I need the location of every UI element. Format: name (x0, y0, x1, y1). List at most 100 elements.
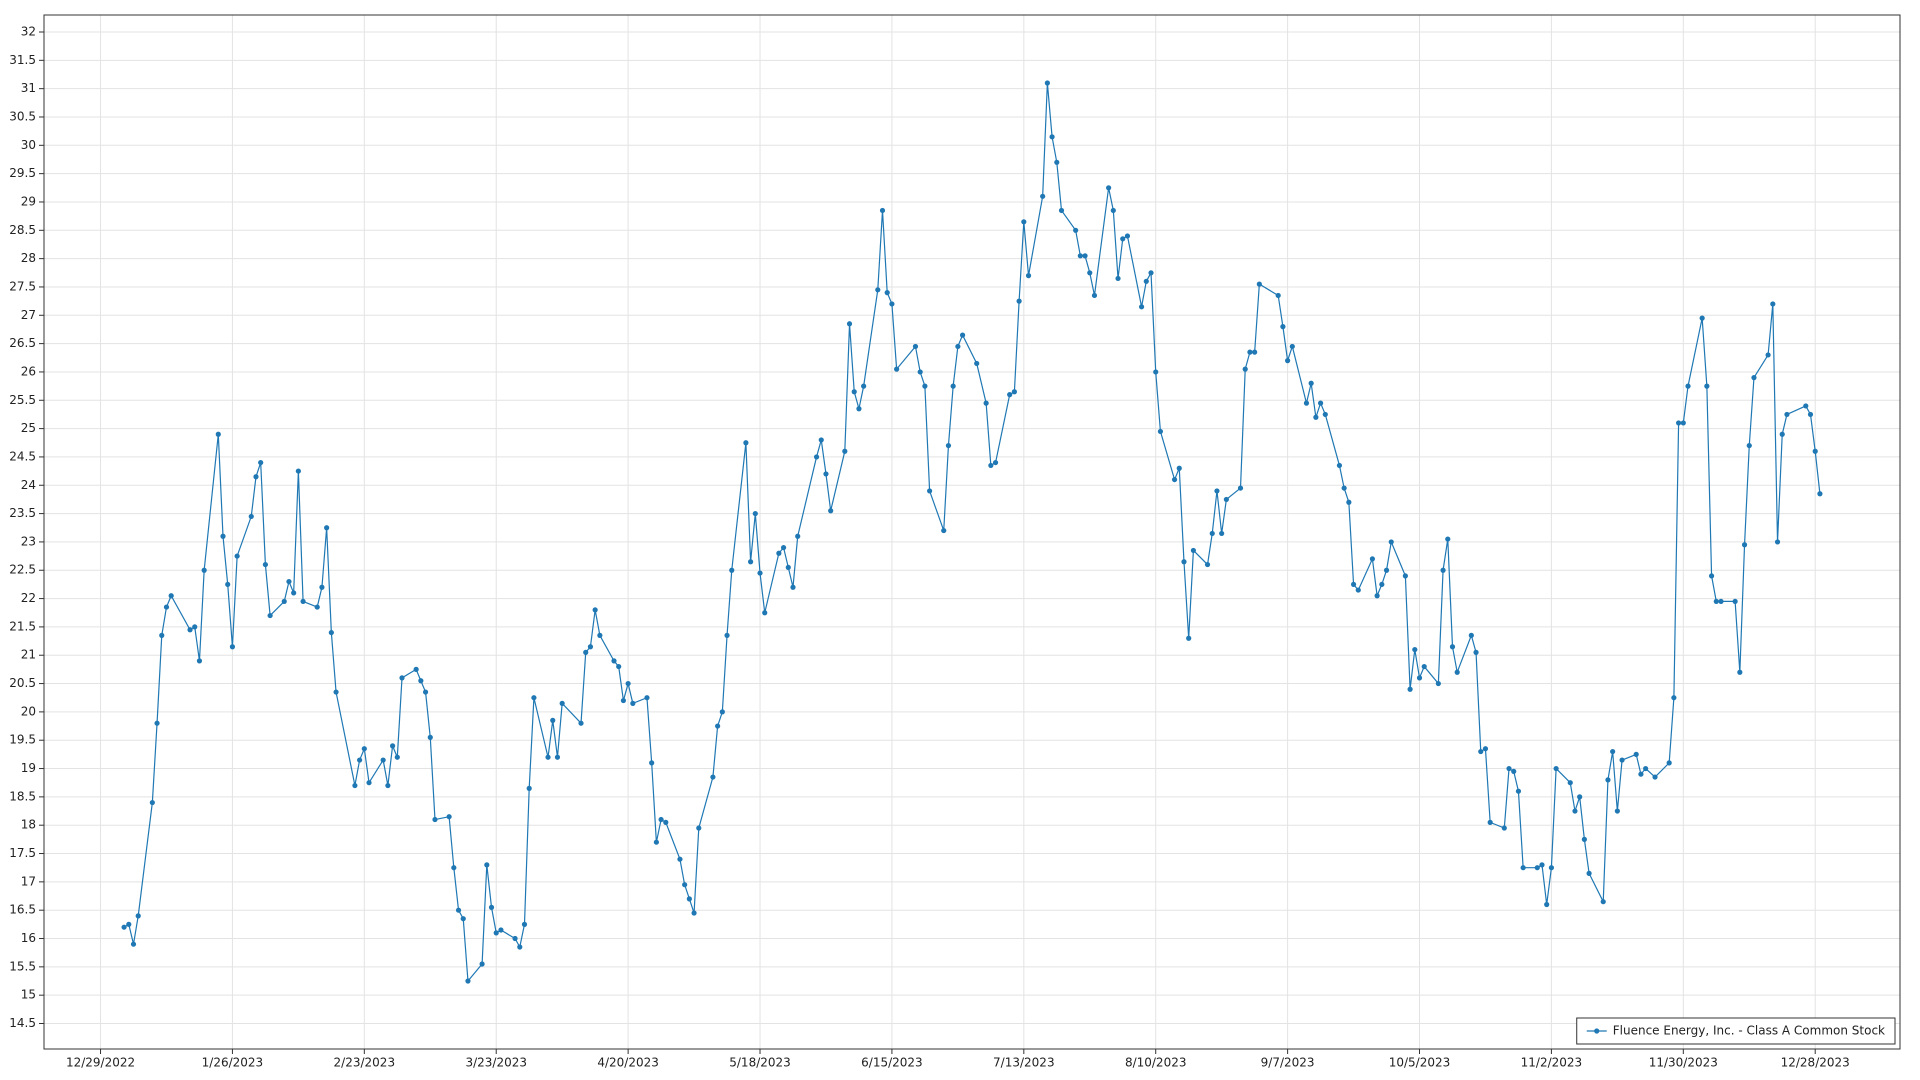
data-point (253, 474, 259, 480)
data-point (663, 819, 669, 825)
data-point (1007, 392, 1013, 398)
data-point (1223, 496, 1229, 503)
data-point (1049, 134, 1055, 140)
data-point (1473, 649, 1479, 655)
x-tick-label: 12/29/2022 (66, 1056, 135, 1070)
data-point (823, 471, 829, 477)
data-point (950, 383, 956, 389)
data-point (258, 459, 264, 466)
data-point (625, 680, 631, 687)
data-point (1704, 383, 1710, 389)
data-point (192, 624, 198, 630)
data-point (1812, 448, 1818, 454)
data-point (1539, 862, 1545, 868)
data-point (1779, 431, 1785, 437)
data-point (988, 462, 994, 469)
y-tick-label: 26 (21, 364, 36, 378)
y-tick-label: 19 (21, 761, 36, 775)
y-tick-label: 16 (21, 931, 36, 945)
data-point (380, 757, 386, 763)
data-point (1242, 366, 1248, 372)
data-point (912, 343, 919, 350)
data-point (1204, 561, 1211, 568)
data-point (1176, 465, 1182, 471)
data-point (154, 720, 160, 726)
data-point (1784, 411, 1790, 418)
data-point (1383, 567, 1390, 573)
data-point (1171, 476, 1178, 483)
data-point (611, 658, 617, 664)
data-point (1077, 253, 1083, 259)
y-tick-label: 31 (21, 81, 36, 95)
data-point (1407, 686, 1413, 692)
data-point (1770, 301, 1776, 307)
data-point (1445, 536, 1451, 542)
data-point (225, 581, 231, 588)
x-tick-label: 9/7/2023 (1261, 1056, 1315, 1070)
data-point (1482, 746, 1489, 752)
data-point (1091, 292, 1098, 299)
data-point (696, 825, 702, 831)
data-point (1082, 253, 1088, 259)
data-point (719, 709, 725, 715)
data-point (1138, 304, 1145, 310)
data-point (856, 406, 862, 412)
x-tick-label: 1/26/2023 (202, 1056, 264, 1070)
data-point (1025, 273, 1032, 279)
data-point (1186, 635, 1192, 641)
data-point (1440, 567, 1446, 573)
data-point (583, 649, 589, 655)
data-point (1402, 573, 1408, 579)
data-point (686, 896, 692, 902)
data-point (1181, 559, 1187, 565)
data-point (917, 369, 923, 375)
data-point (762, 610, 768, 616)
data-point (484, 862, 490, 868)
data-point (187, 627, 193, 633)
data-point (1209, 530, 1215, 537)
data-point (1633, 751, 1639, 757)
data-point (1379, 581, 1385, 588)
data-point (1143, 278, 1149, 284)
data-point (983, 400, 989, 406)
data-point (1421, 663, 1427, 670)
data-point (248, 513, 254, 520)
data-point (422, 689, 429, 695)
data-point (1619, 757, 1625, 763)
x-tick-label: 12/28/2023 (1781, 1056, 1850, 1070)
data-point (300, 598, 306, 605)
data-point (813, 454, 820, 460)
data-point (1355, 587, 1361, 593)
data-point (328, 629, 334, 636)
data-point (1289, 343, 1295, 350)
data-point (1336, 462, 1343, 469)
legend-box (1576, 1017, 1896, 1045)
data-point (550, 717, 556, 723)
data-point (1124, 233, 1131, 239)
data-point (1016, 298, 1022, 304)
data-point (743, 440, 749, 446)
data-point (1468, 632, 1474, 639)
data-point (710, 774, 716, 780)
data-point (875, 287, 881, 293)
data-point (286, 578, 292, 585)
data-point (757, 570, 763, 576)
data-point (234, 553, 240, 559)
data-point (333, 689, 339, 695)
data-point (715, 723, 721, 729)
data-point (790, 584, 796, 590)
data-point (1553, 765, 1559, 772)
data-point (531, 695, 537, 701)
data-point (1308, 380, 1314, 386)
y-tick-label: 28.5 (9, 223, 36, 237)
data-point (413, 666, 419, 672)
data-point (578, 720, 584, 726)
y-tick-label: 25.5 (9, 393, 36, 407)
y-tick-label: 32 (21, 24, 36, 38)
data-point (1435, 680, 1441, 687)
data-point (846, 321, 853, 327)
data-point (267, 612, 273, 619)
